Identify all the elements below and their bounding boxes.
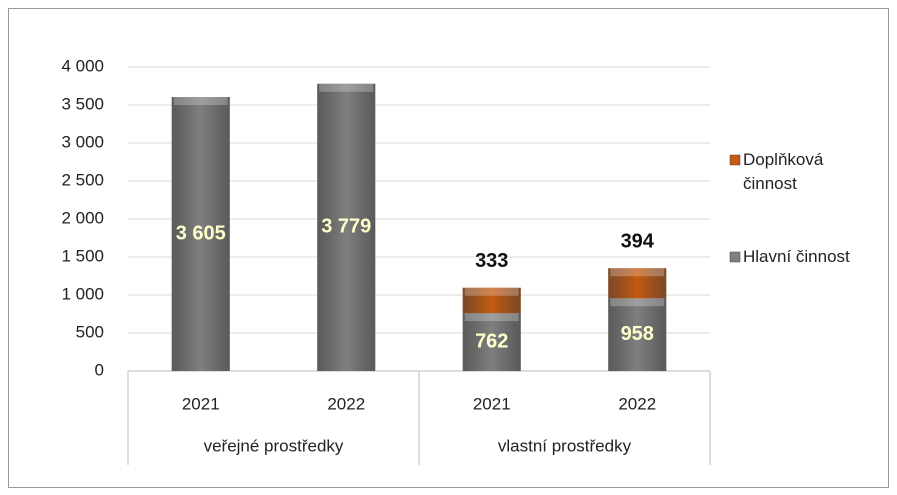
y-tick-label: 1 500 — [61, 246, 104, 265]
legend-label: Doplňková činnost — [743, 150, 824, 193]
bar-shade — [171, 97, 230, 372]
data-label: 958 — [621, 323, 654, 345]
legend-swatch — [729, 154, 741, 166]
data-label: 333 — [475, 250, 508, 272]
y-tick-label: 3 500 — [61, 94, 104, 113]
bar-bevel — [319, 83, 374, 92]
legend-label: Hlavní činnost — [743, 247, 850, 266]
chart-frame — [8, 8, 889, 488]
x-tick-label: 2021 — [182, 394, 220, 413]
data-label: 394 — [621, 231, 655, 253]
group-label: veřejné prostředky — [204, 436, 344, 455]
bar-shade — [462, 313, 521, 371]
data-label: 3 605 — [176, 222, 226, 244]
y-tick-label: 1 000 — [61, 284, 104, 303]
bar-bevel — [173, 97, 228, 106]
bar-bevel — [610, 268, 665, 277]
data-label: 3 779 — [321, 216, 371, 238]
bar-bevel — [464, 287, 519, 296]
bar-shade — [317, 83, 376, 372]
group-label: vlastní prostředky — [498, 436, 632, 455]
data-label: 762 — [475, 330, 508, 352]
bar-bevel — [464, 313, 519, 322]
y-tick-label: 2 000 — [61, 208, 104, 227]
legend-swatch — [729, 251, 741, 263]
y-tick-label: 0 — [95, 360, 104, 379]
x-tick-label: 2021 — [473, 394, 511, 413]
bar-shade — [462, 287, 521, 314]
bar-shade — [608, 268, 667, 299]
y-tick-label: 3 000 — [61, 132, 104, 151]
bar-bevel — [610, 298, 665, 307]
y-tick-label: 2 500 — [61, 170, 104, 189]
y-tick-label: 500 — [76, 322, 104, 341]
x-tick-label: 2022 — [618, 394, 656, 413]
y-tick-label: 4 000 — [61, 56, 104, 75]
bar-shade — [608, 298, 667, 371]
x-tick-label: 2022 — [327, 394, 365, 413]
